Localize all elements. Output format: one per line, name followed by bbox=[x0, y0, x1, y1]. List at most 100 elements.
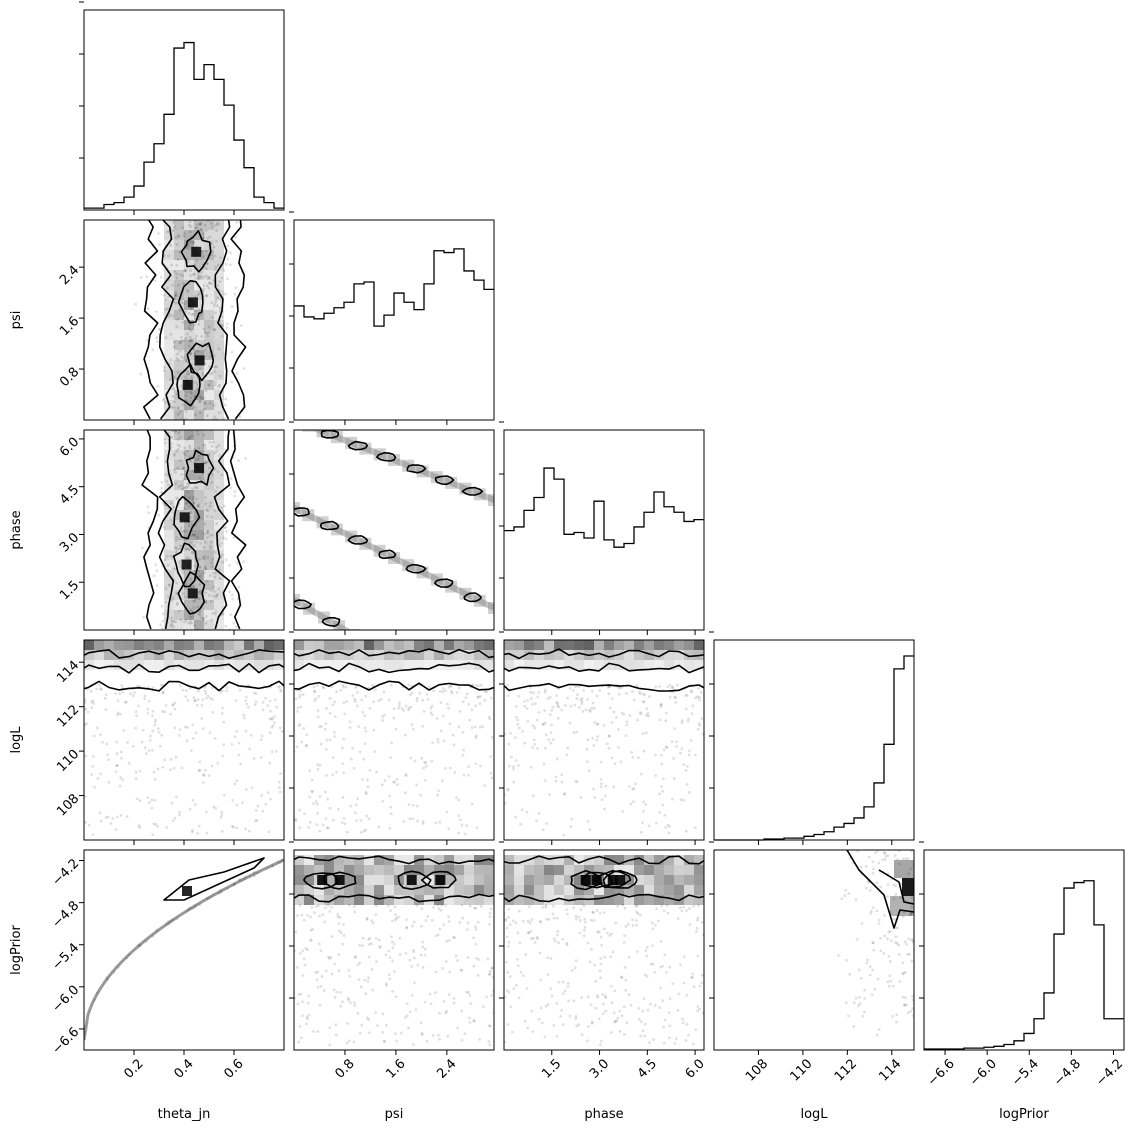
density-cell bbox=[164, 650, 174, 660]
sample-point bbox=[411, 1043, 415, 1046]
density-cell bbox=[194, 330, 204, 340]
sample-point bbox=[616, 904, 620, 908]
sample-point bbox=[214, 311, 217, 315]
sample-point bbox=[213, 575, 217, 579]
density-cell bbox=[464, 885, 474, 895]
sample-point bbox=[662, 748, 666, 752]
density-cell bbox=[394, 640, 404, 650]
density-cell bbox=[174, 650, 184, 660]
sample-point bbox=[876, 977, 880, 981]
sample-point bbox=[170, 616, 174, 620]
sample-point bbox=[235, 729, 239, 733]
density-cell bbox=[444, 865, 454, 875]
sample-point bbox=[182, 282, 186, 286]
sample-point bbox=[415, 783, 419, 787]
density-cell bbox=[574, 855, 584, 865]
sample-point bbox=[197, 503, 200, 507]
density-cell bbox=[334, 855, 344, 865]
density-cell bbox=[204, 320, 214, 330]
sample-point bbox=[189, 338, 193, 342]
sample-point bbox=[345, 699, 349, 703]
sample-point bbox=[697, 695, 701, 699]
sample-point bbox=[383, 713, 386, 717]
sample-point bbox=[543, 688, 547, 692]
sample-point bbox=[468, 993, 472, 997]
sample-point bbox=[684, 694, 688, 698]
histogram-logL bbox=[714, 655, 914, 841]
sample-point bbox=[423, 778, 427, 782]
density-cell bbox=[534, 660, 544, 670]
sample-point bbox=[531, 794, 535, 798]
sample-point bbox=[896, 858, 900, 861]
sample-point bbox=[554, 779, 558, 783]
density-cell bbox=[694, 895, 704, 905]
density-cell bbox=[164, 240, 174, 250]
sample-point bbox=[551, 912, 555, 916]
sample-point bbox=[639, 712, 643, 716]
sample-point bbox=[328, 696, 332, 700]
sample-point bbox=[526, 698, 530, 702]
sample-point bbox=[249, 733, 253, 737]
sample-point bbox=[189, 459, 193, 463]
density-cell bbox=[184, 290, 194, 300]
density-cell bbox=[214, 240, 224, 250]
density-cell bbox=[464, 865, 474, 875]
density-cell bbox=[214, 640, 224, 650]
sample-point bbox=[622, 940, 626, 944]
sample-point bbox=[178, 250, 182, 254]
sample-point bbox=[389, 812, 393, 816]
density-cell bbox=[902, 878, 914, 896]
sample-point bbox=[684, 829, 688, 833]
density-cell bbox=[574, 885, 584, 895]
sample-point bbox=[643, 1022, 647, 1026]
density-cell bbox=[384, 865, 394, 875]
density-cell bbox=[544, 895, 554, 905]
sample-point bbox=[864, 864, 868, 868]
sample-point bbox=[668, 965, 672, 969]
sample-point bbox=[353, 811, 357, 815]
sample-point bbox=[404, 951, 408, 955]
density-cell bbox=[404, 895, 414, 905]
sample-point bbox=[345, 830, 349, 834]
sample-point bbox=[174, 293, 178, 297]
sample-point bbox=[211, 595, 215, 598]
sample-point bbox=[203, 555, 206, 558]
sample-point bbox=[184, 375, 187, 379]
sample-point bbox=[388, 826, 392, 830]
sample-point bbox=[901, 995, 905, 999]
sample-point bbox=[204, 696, 208, 700]
sample-point bbox=[421, 945, 425, 949]
sample-point bbox=[690, 690, 694, 694]
sample-point bbox=[203, 461, 207, 464]
sample-point bbox=[225, 529, 228, 533]
density-cell bbox=[544, 660, 554, 670]
sample-point bbox=[623, 965, 627, 969]
sample-point bbox=[212, 279, 215, 283]
sample-point bbox=[230, 380, 233, 384]
sample-point bbox=[446, 702, 449, 706]
sample-point bbox=[458, 709, 462, 713]
sample-point bbox=[610, 1001, 614, 1005]
sample-point bbox=[911, 994, 914, 998]
density-cell bbox=[484, 865, 494, 875]
sample-point bbox=[483, 784, 486, 788]
sample-point bbox=[226, 244, 230, 248]
sample-point bbox=[467, 991, 470, 994]
sample-point bbox=[555, 933, 559, 937]
sample-point bbox=[457, 814, 461, 818]
sample-point bbox=[507, 990, 511, 994]
sample-point bbox=[456, 959, 460, 962]
density-cell bbox=[384, 660, 394, 670]
sample-point bbox=[222, 720, 226, 724]
sample-point bbox=[435, 717, 439, 720]
sample-point bbox=[357, 978, 361, 981]
density-cell bbox=[524, 660, 534, 670]
density-cell bbox=[564, 640, 574, 650]
density-cell bbox=[654, 640, 664, 650]
sample-point bbox=[509, 1005, 512, 1009]
sample-point bbox=[592, 744, 596, 747]
density-cell bbox=[214, 500, 224, 510]
sample-point bbox=[430, 704, 434, 708]
sample-point bbox=[207, 384, 211, 387]
sample-point bbox=[654, 774, 658, 777]
